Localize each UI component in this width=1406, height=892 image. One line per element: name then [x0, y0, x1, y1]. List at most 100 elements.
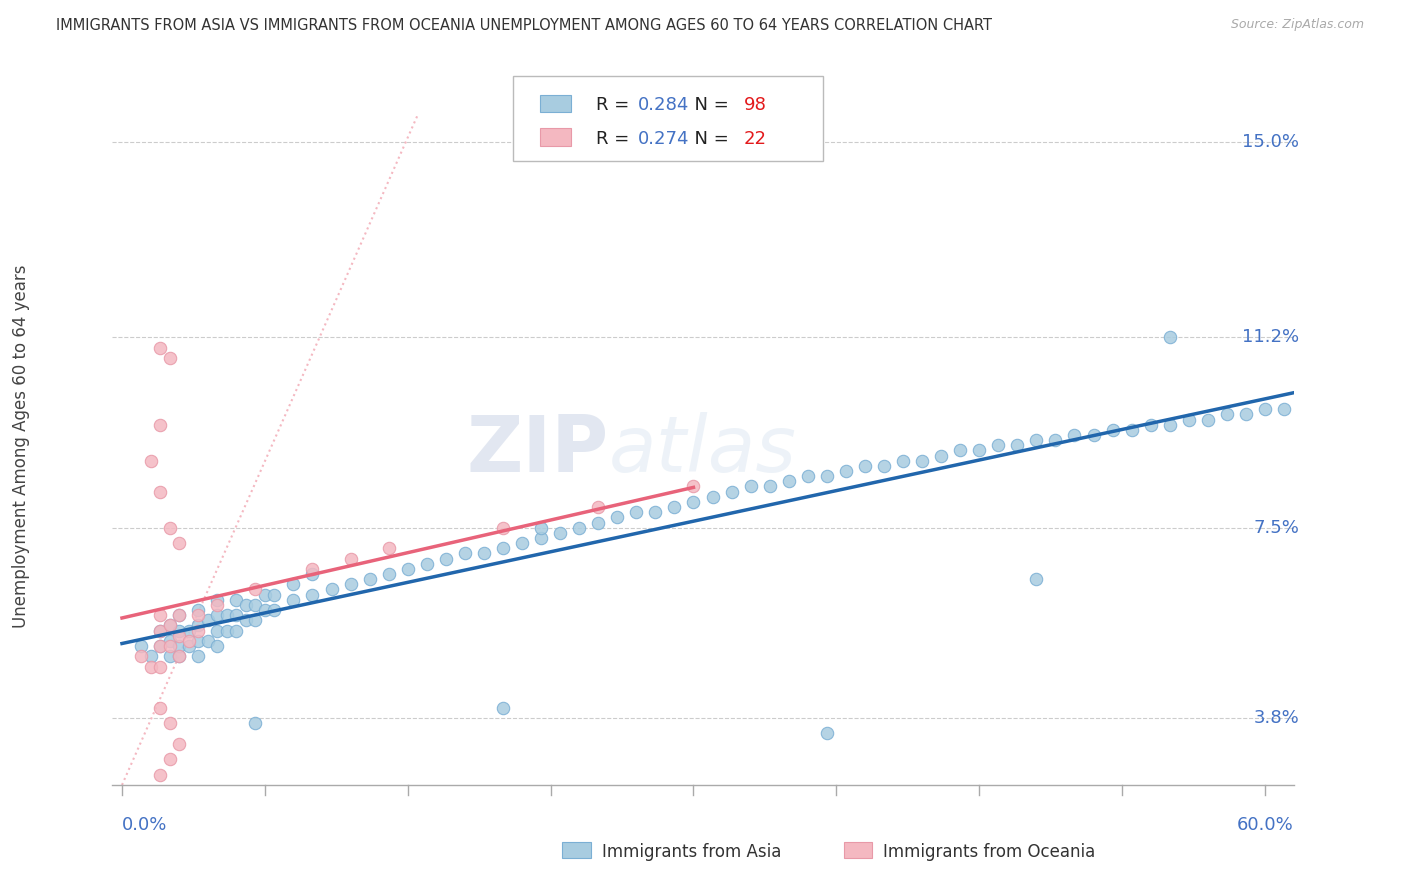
Point	[911, 454, 934, 468]
Text: 0.274: 0.274	[638, 130, 690, 148]
Text: Unemployment Among Ages 60 to 64 years: Unemployment Among Ages 60 to 64 years	[13, 264, 30, 628]
Point	[967, 443, 990, 458]
Point	[321, 582, 343, 597]
Text: Immigrants from Asia: Immigrants from Asia	[602, 843, 782, 861]
Text: 0.284: 0.284	[638, 96, 690, 114]
Point	[682, 495, 704, 509]
Point	[1121, 423, 1143, 437]
Point	[929, 449, 952, 463]
Point	[377, 566, 399, 581]
Point	[1025, 572, 1047, 586]
Point	[139, 659, 162, 673]
Point	[167, 649, 190, 664]
Text: atlas: atlas	[609, 412, 796, 489]
Point	[682, 479, 704, 493]
Point	[207, 639, 229, 653]
Point	[283, 592, 305, 607]
Point	[187, 633, 209, 648]
Point	[301, 588, 323, 602]
Point	[167, 624, 190, 638]
Point	[187, 603, 209, 617]
Point	[530, 531, 553, 545]
Point	[225, 624, 247, 638]
Point	[177, 633, 200, 648]
Point	[835, 464, 858, 478]
Text: Immigrants from Oceania: Immigrants from Oceania	[883, 843, 1095, 861]
Point	[225, 608, 247, 623]
Point	[149, 624, 172, 638]
Point	[215, 624, 238, 638]
Point	[949, 443, 972, 458]
Point	[159, 618, 181, 632]
Point	[129, 639, 152, 653]
Point	[149, 417, 172, 432]
Point	[758, 479, 780, 493]
Point	[1272, 402, 1295, 417]
Point	[235, 613, 257, 627]
Point	[187, 618, 209, 632]
Point	[815, 726, 838, 740]
Point	[207, 592, 229, 607]
Point	[167, 608, 190, 623]
Point	[492, 521, 515, 535]
Point	[149, 484, 172, 499]
Point	[263, 588, 285, 602]
Point	[1063, 428, 1085, 442]
Point	[167, 536, 190, 550]
Point	[215, 608, 238, 623]
Point	[245, 716, 267, 731]
Text: 15.0%: 15.0%	[1243, 133, 1299, 151]
Point	[167, 639, 190, 653]
Point	[167, 737, 190, 751]
Point	[1177, 412, 1199, 426]
Point	[253, 603, 276, 617]
Text: N =: N =	[683, 96, 735, 114]
Point	[187, 624, 209, 638]
Point	[1139, 417, 1161, 432]
Point	[1045, 433, 1067, 447]
Point	[253, 588, 276, 602]
Point	[1216, 408, 1239, 422]
Point	[167, 608, 190, 623]
Point	[626, 505, 648, 519]
Point	[778, 475, 800, 489]
Text: 60.0%: 60.0%	[1237, 816, 1294, 834]
Point	[235, 598, 257, 612]
Point	[740, 479, 762, 493]
Point	[159, 351, 181, 365]
Point	[159, 618, 181, 632]
Text: ZIP: ZIP	[467, 412, 609, 489]
Point	[586, 500, 609, 514]
Point	[720, 484, 742, 499]
Point	[416, 557, 439, 571]
Point	[139, 454, 162, 468]
Point	[891, 454, 914, 468]
Point	[339, 577, 361, 591]
Point	[207, 608, 229, 623]
Point	[1025, 433, 1047, 447]
Point	[159, 633, 181, 648]
Text: R =: R =	[596, 96, 636, 114]
Text: 3.8%: 3.8%	[1254, 709, 1299, 727]
Point	[245, 613, 267, 627]
Point	[159, 521, 181, 535]
Point	[396, 562, 419, 576]
Point	[245, 582, 267, 597]
Point	[492, 541, 515, 556]
Text: R =: R =	[596, 130, 636, 148]
Point	[301, 566, 323, 581]
Point	[225, 592, 247, 607]
Point	[197, 633, 219, 648]
Point	[149, 624, 172, 638]
Point	[434, 551, 457, 566]
Point	[177, 624, 200, 638]
Point	[568, 521, 591, 535]
Point	[283, 577, 305, 591]
Point	[159, 649, 181, 664]
Point	[159, 752, 181, 766]
Point	[167, 649, 190, 664]
Point	[339, 551, 361, 566]
Point	[159, 716, 181, 731]
Point	[1159, 330, 1181, 344]
Point	[149, 767, 172, 781]
